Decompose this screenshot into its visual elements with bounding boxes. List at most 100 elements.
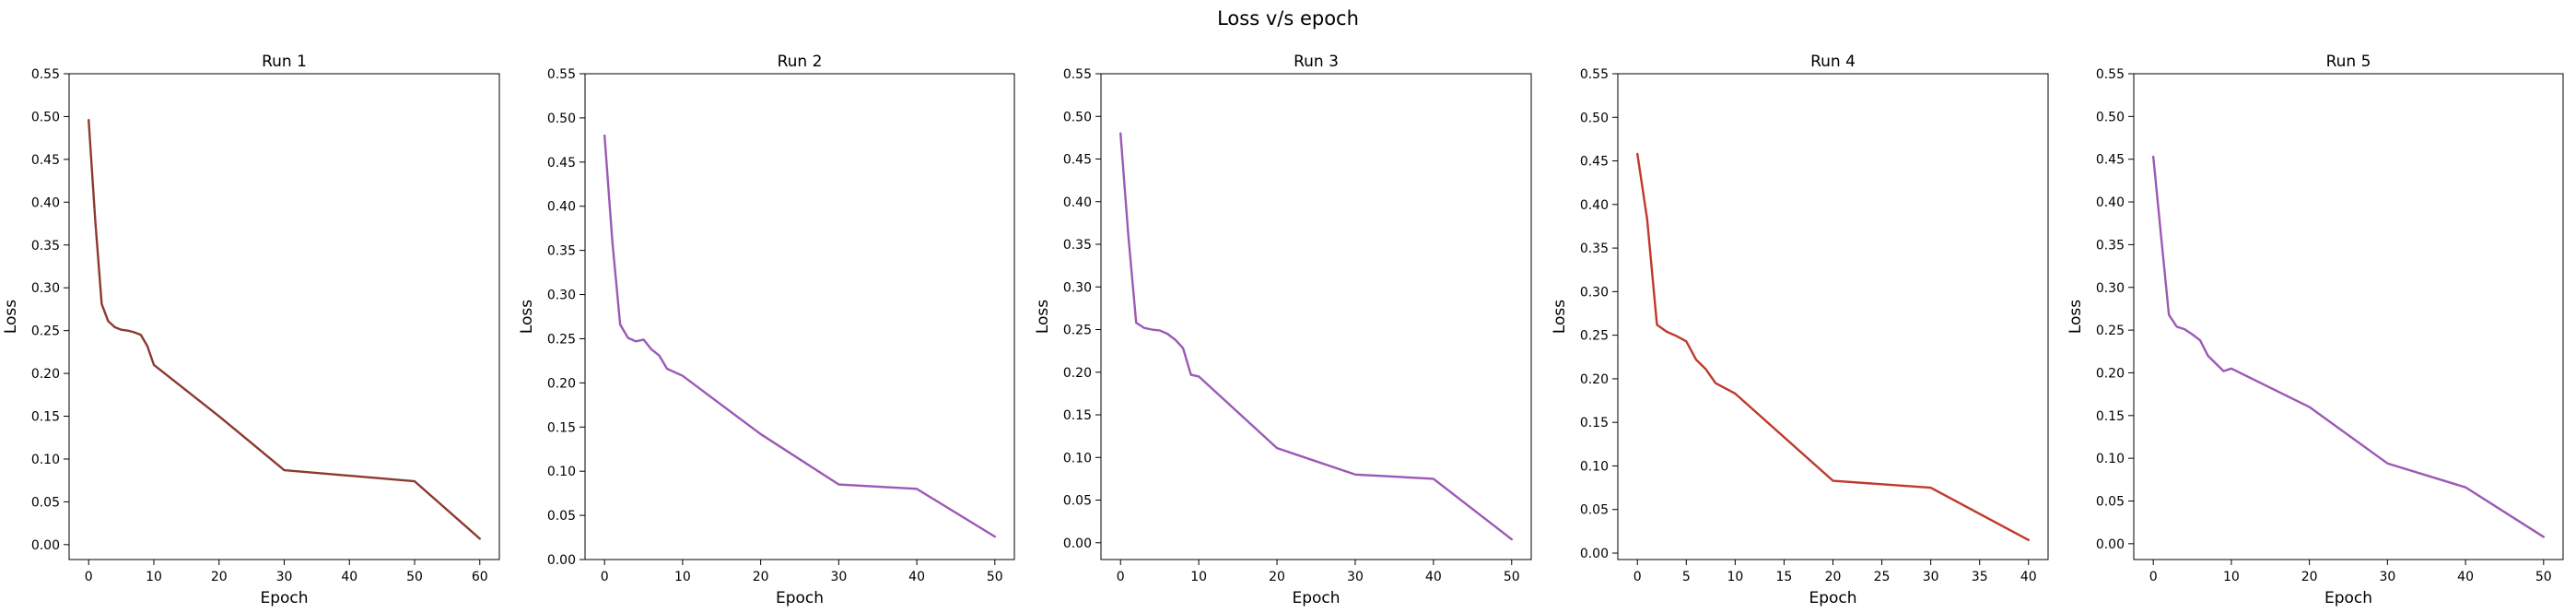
y-tick-label: 0.00 [1580,547,1609,561]
y-tick-label: 0.15 [547,420,576,435]
y-tick-label: 0.05 [547,509,576,524]
series-line-1 [1119,132,1513,541]
y-tick-label: 0.50 [2096,110,2125,124]
y-tick-label: 0.25 [31,324,60,339]
y-tick-label: 0.15 [1580,416,1609,430]
x-tick-label: 10 [1727,570,1743,584]
y-tick-label: 0.40 [31,195,60,210]
subplot-run-5: Run 5 0.00 0.05 0.10 0.15 0.20 0.25 0.30 0.35 0.4… [2067,53,2564,607]
x-axis-label: Epoch [260,589,308,607]
y-tick-label: 0.35 [1580,242,1609,256]
y-tick-label: 0.15 [2096,409,2125,424]
y-tick-label: 0.05 [2096,495,2125,510]
y-tick-label: 0.40 [1580,198,1609,213]
subplot-title: Run 3 [1294,53,1339,71]
x-tick-label: 20 [1269,570,1285,584]
subplot-title: Run 1 [262,53,307,71]
y-tick-label: 0.55 [31,67,60,82]
y-tick-label: 0.05 [31,495,60,510]
y-tick-label: 0.40 [1063,195,1092,210]
x-tick-label: 50 [2535,570,2552,584]
y-tick-label: 0.45 [547,156,576,171]
y-tick-label: 0.05 [1063,494,1092,509]
x-tick-label: 10 [2223,570,2240,584]
y-tick-label: 0.50 [1063,110,1092,124]
y-tick-label: 0.25 [1063,324,1092,338]
y-tick-label: 0.05 [1580,503,1609,518]
y-tick-label: 0.50 [547,112,576,126]
x-tick-label: 40 [341,570,357,584]
x-tick-label: 40 [2457,570,2474,584]
y-tick-label: 0.35 [2096,238,2125,253]
subplot-run-2: Run 2 0.00 0.05 0.10 0.15 0.20 0.25 0.30 0.35 0.4… [518,53,1015,607]
x-tick-label: 20 [1825,570,1842,584]
y-tick-label: 0.50 [31,110,60,124]
series-line-1 [603,134,997,538]
y-axis-label: Loss [2,300,20,334]
y-tick-label: 0.10 [1580,459,1609,474]
y-tick-label: 0.10 [2096,452,2125,466]
subplot-title: Run 2 [778,53,823,71]
y-tick-label: 0.30 [1580,285,1609,300]
y-tick-label: 0.25 [1580,329,1609,344]
y-tick-label: 0.55 [1063,67,1092,82]
subplot-title: Run 5 [2326,53,2371,71]
x-tick-label: 0 [601,570,609,584]
x-tick-label: 20 [2301,570,2318,584]
x-tick-label: 0 [1633,570,1642,584]
x-tick-label: 20 [753,570,769,584]
series-line-1 [2151,155,2546,538]
y-axis-label: Loss [518,300,536,334]
y-axis-label: Loss [2067,300,2085,334]
y-tick-label: 0.35 [1063,238,1092,253]
y-tick-label: 0.15 [1063,408,1092,423]
y-tick-label: 0.45 [31,153,60,168]
x-axis-label: Epoch [776,589,824,607]
x-tick-label: 30 [2379,570,2395,584]
subplot-run-4: Run 4 0.00 0.05 0.10 0.15 0.20 0.25 0.30 0.35 0.4… [1551,53,2049,607]
x-axis-label: Epoch [2324,589,2372,607]
y-tick-label: 0.10 [1063,451,1092,466]
subplot-title: Run 4 [1810,53,1856,71]
figure-title: Loss v/s epoch [1217,7,1359,29]
y-tick-label: 0.00 [31,538,60,553]
series-line-1 [1636,152,2030,542]
x-tick-label: 60 [472,570,488,584]
x-tick-label: 40 [908,570,925,584]
y-tick-label: 0.10 [31,453,60,467]
y-axis-label: Loss [1551,300,1569,334]
y-tick-label: 0.45 [1063,153,1092,168]
x-tick-label: 10 [1190,570,1207,584]
subplot-run-3: Run 3 0.00 0.05 0.10 0.15 0.20 0.25 0.30 0.35 0.4… [1034,53,1532,607]
plot-frame [584,73,1015,560]
x-tick-label: 15 [1776,570,1793,584]
x-tick-label: 30 [830,570,847,584]
y-tick-label: 0.55 [2096,67,2125,82]
y-tick-label: 0.20 [1063,366,1092,381]
y-tick-label: 0.45 [1580,155,1609,170]
x-axis-label: Epoch [1809,589,1856,607]
series-line-1 [88,118,481,540]
subplots: Run 1 0.00 0.05 0.10 0.15 0.20 0.25 0.30 0.35 0.4… [2,53,2564,607]
y-tick-label: 0.30 [2096,281,2125,296]
y-tick-label: 0.20 [1580,372,1609,387]
x-tick-label: 30 [276,570,293,584]
y-tick-label: 0.55 [1580,67,1609,82]
x-tick-label: 50 [1504,570,1520,584]
y-tick-label: 0.30 [1063,280,1092,295]
x-tick-label: 30 [1347,570,1364,584]
y-tick-label: 0.20 [31,367,60,382]
x-tick-label: 40 [2020,570,2037,584]
y-tick-label: 0.40 [2096,195,2125,210]
x-tick-label: 0 [1117,570,1125,584]
x-tick-label: 35 [1972,570,1988,584]
y-tick-label: 0.10 [547,465,576,479]
y-tick-label: 0.30 [547,289,576,303]
x-tick-label: 0 [2149,570,2158,584]
x-axis-label: Epoch [1292,589,1340,607]
plot-frame [68,73,500,560]
x-tick-label: 10 [674,570,691,584]
y-tick-label: 0.40 [547,200,576,215]
y-tick-label: 0.00 [2096,537,2125,552]
x-tick-label: 40 [1425,570,1442,584]
